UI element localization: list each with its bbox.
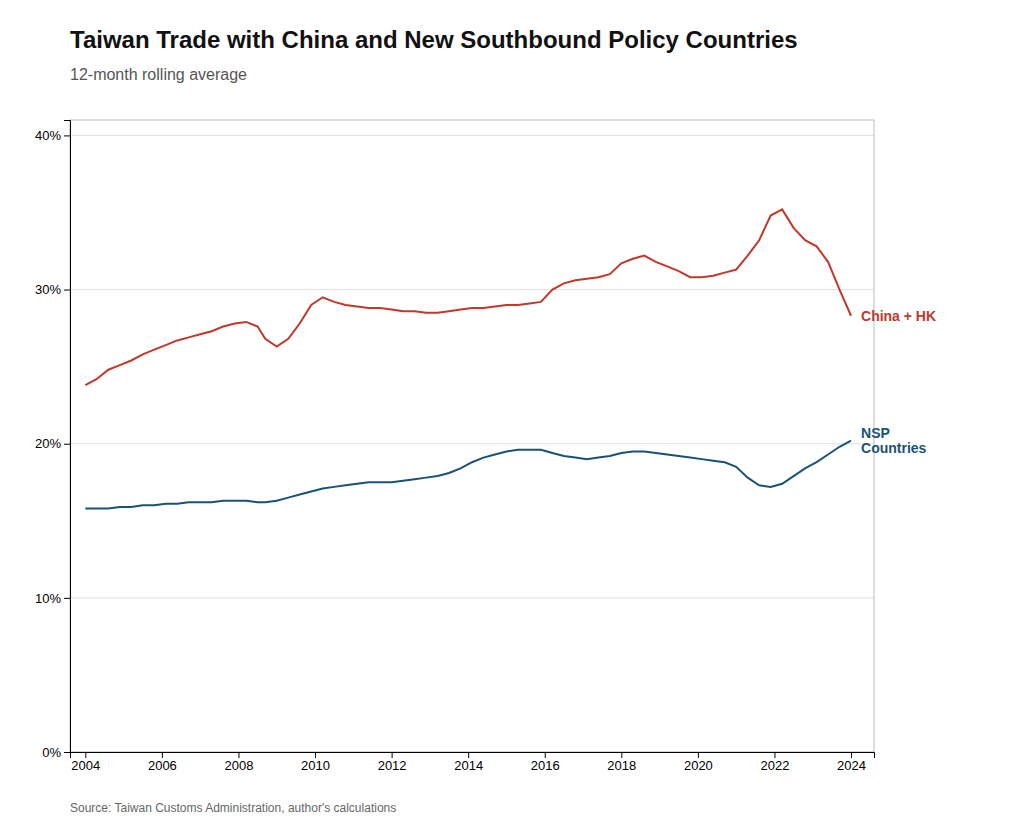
x-tick: 2006 — [148, 752, 177, 773]
x-tick-mark — [698, 752, 699, 758]
x-tick-mark — [774, 752, 775, 758]
series-line — [85, 209, 851, 385]
y-tick-label: 20% — [35, 436, 61, 451]
series-line — [85, 441, 851, 509]
x-tick: 2010 — [301, 752, 330, 773]
y-tick-mark — [64, 752, 70, 753]
y-tick: 10% — [35, 591, 70, 606]
x-tick-mark — [162, 752, 163, 758]
chart: Taiwan Trade with China and New Southbou… — [0, 0, 1024, 832]
series-label: China + HK — [861, 308, 936, 324]
x-tick-label: 2012 — [378, 758, 407, 773]
y-tick-mark — [64, 135, 70, 136]
grid — [70, 135, 874, 752]
x-tick-mark — [621, 752, 622, 758]
y-tick-label: 0% — [42, 745, 61, 760]
x-tick-mark — [85, 752, 86, 758]
x-tick-label: 2014 — [454, 758, 483, 773]
x-tick-mark — [392, 752, 393, 758]
x-tick-label: 2016 — [531, 758, 560, 773]
x-tick-label: 2008 — [224, 758, 253, 773]
y-axis: 0% 10% 20% 30% 40% — [35, 121, 71, 760]
x-tick-mark — [851, 752, 852, 758]
y-tick-mark — [64, 444, 70, 445]
x-tick-label: 2018 — [607, 758, 636, 773]
y-tick: 40% — [35, 128, 70, 143]
subtitle: 12-month rolling average — [70, 66, 247, 83]
source: Source: Taiwan Customs Administration, a… — [70, 801, 396, 815]
plot: 2004 2006 2008 2010 2012 2014 2016 2018 2020 2022… — [35, 120, 936, 773]
x-tick-label: 2010 — [301, 758, 330, 773]
grid-line — [70, 597, 874, 598]
y-tick: 30% — [35, 282, 70, 297]
x-tick: 2018 — [607, 752, 636, 773]
y-tick-label: 10% — [35, 591, 61, 606]
x-tick-mark — [468, 752, 469, 758]
y-axis-line — [64, 121, 71, 753]
x-tick-label: 2004 — [71, 758, 100, 773]
x-tick-label: 2024 — [837, 758, 866, 773]
y-tick: 20% — [35, 436, 70, 451]
x-tick: 2014 — [454, 752, 483, 773]
x-tick: 2004 — [71, 752, 100, 773]
y-tick-mark — [64, 598, 70, 599]
x-axis: 2004 2006 2008 2010 2012 2014 2016 2018 2020 2022… — [71, 752, 875, 773]
y-tick: 0% — [42, 745, 70, 760]
x-axis-line — [71, 753, 875, 759]
x-tick: 2012 — [378, 752, 407, 773]
line-labels: China + HK NSPCountries — [861, 308, 936, 456]
x-tick: 2016 — [531, 752, 560, 773]
x-tick-label: 2022 — [760, 758, 789, 773]
grid-line — [70, 135, 874, 136]
title: Taiwan Trade with China and New Southbou… — [70, 26, 798, 53]
x-tick-label: 2006 — [148, 758, 177, 773]
grid-line — [70, 289, 874, 290]
plot-frame — [70, 120, 874, 752]
x-tick-mark — [545, 752, 546, 758]
x-tick-mark — [315, 752, 316, 758]
x-tick: 2008 — [224, 752, 253, 773]
y-tick-label: 40% — [35, 128, 61, 143]
x-tick: 2024 — [837, 752, 866, 773]
y-tick-label: 30% — [35, 282, 61, 297]
x-tick-label: 2020 — [684, 758, 713, 773]
grid-line — [70, 443, 874, 444]
x-tick-mark — [238, 752, 239, 758]
x-tick: 2020 — [684, 752, 713, 773]
series-label: NSPCountries — [861, 425, 927, 456]
x-tick: 2022 — [760, 752, 789, 773]
lines — [85, 209, 851, 508]
y-tick-mark — [64, 290, 70, 291]
